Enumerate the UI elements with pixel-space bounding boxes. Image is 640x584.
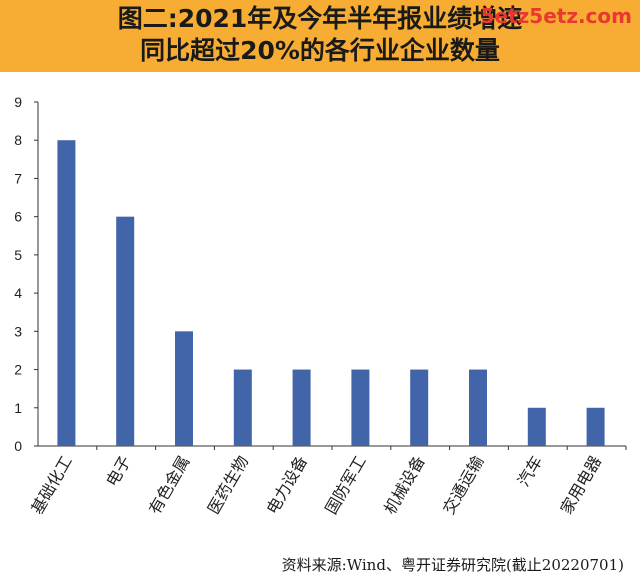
bar — [410, 369, 429, 446]
bar — [586, 407, 605, 446]
y-tick-label: 1 — [14, 400, 22, 416]
x-tick-label: 基础化工 — [27, 453, 75, 518]
y-tick-label: 4 — [14, 285, 22, 301]
y-tick-label: 9 — [14, 94, 22, 110]
watermark-logo: 5etz5etz.com — [480, 4, 632, 28]
bar — [57, 140, 76, 446]
x-tick-label: 家用电器 — [557, 453, 605, 518]
y-tick-label: 3 — [14, 323, 22, 339]
x-tick-label: 交通运输 — [439, 453, 487, 518]
chart-header: 图二:2021年及今年半年报业绩增速 同比超过20%的各行业企业数量 5etz5… — [0, 0, 640, 72]
x-tick-label: 汽车 — [514, 453, 546, 490]
x-tick-label: 电力设备 — [263, 453, 311, 518]
bar — [175, 331, 193, 446]
y-tick-label: 0 — [14, 438, 22, 454]
bar — [233, 369, 252, 446]
bar-chart: 0 1 2 3 4 5 6 7 8 9 基础化工 电子 有色金属 医药生物 电力设备 国防军工 机械设备 交通运… — [14, 94, 627, 518]
y-tick-label: 5 — [14, 247, 22, 263]
y-tick-label: 6 — [14, 209, 22, 225]
chart-title-line-1: 图二:2021年及今年半年报业绩增速 — [117, 4, 523, 33]
x-tick-label: 电子 — [102, 453, 134, 490]
x-tick-label: 国防军工 — [321, 453, 369, 518]
bar — [292, 369, 311, 446]
y-tick-label: 2 — [14, 362, 22, 378]
x-tick-label: 有色金属 — [145, 453, 193, 518]
y-tick-label: 7 — [14, 170, 22, 186]
bar — [527, 407, 546, 446]
y-tick-label: 8 — [14, 132, 22, 148]
x-tick-label: 医药生物 — [204, 453, 252, 518]
bar — [116, 216, 135, 446]
bar — [351, 369, 370, 446]
source-note: 资料来源:Wind、粤开证券研究院(截止20220701) — [281, 556, 624, 574]
chart-title-line-2: 同比超过20%的各行业企业数量 — [140, 36, 500, 65]
x-tick-label: 机械设备 — [380, 453, 428, 518]
bar — [469, 369, 487, 446]
